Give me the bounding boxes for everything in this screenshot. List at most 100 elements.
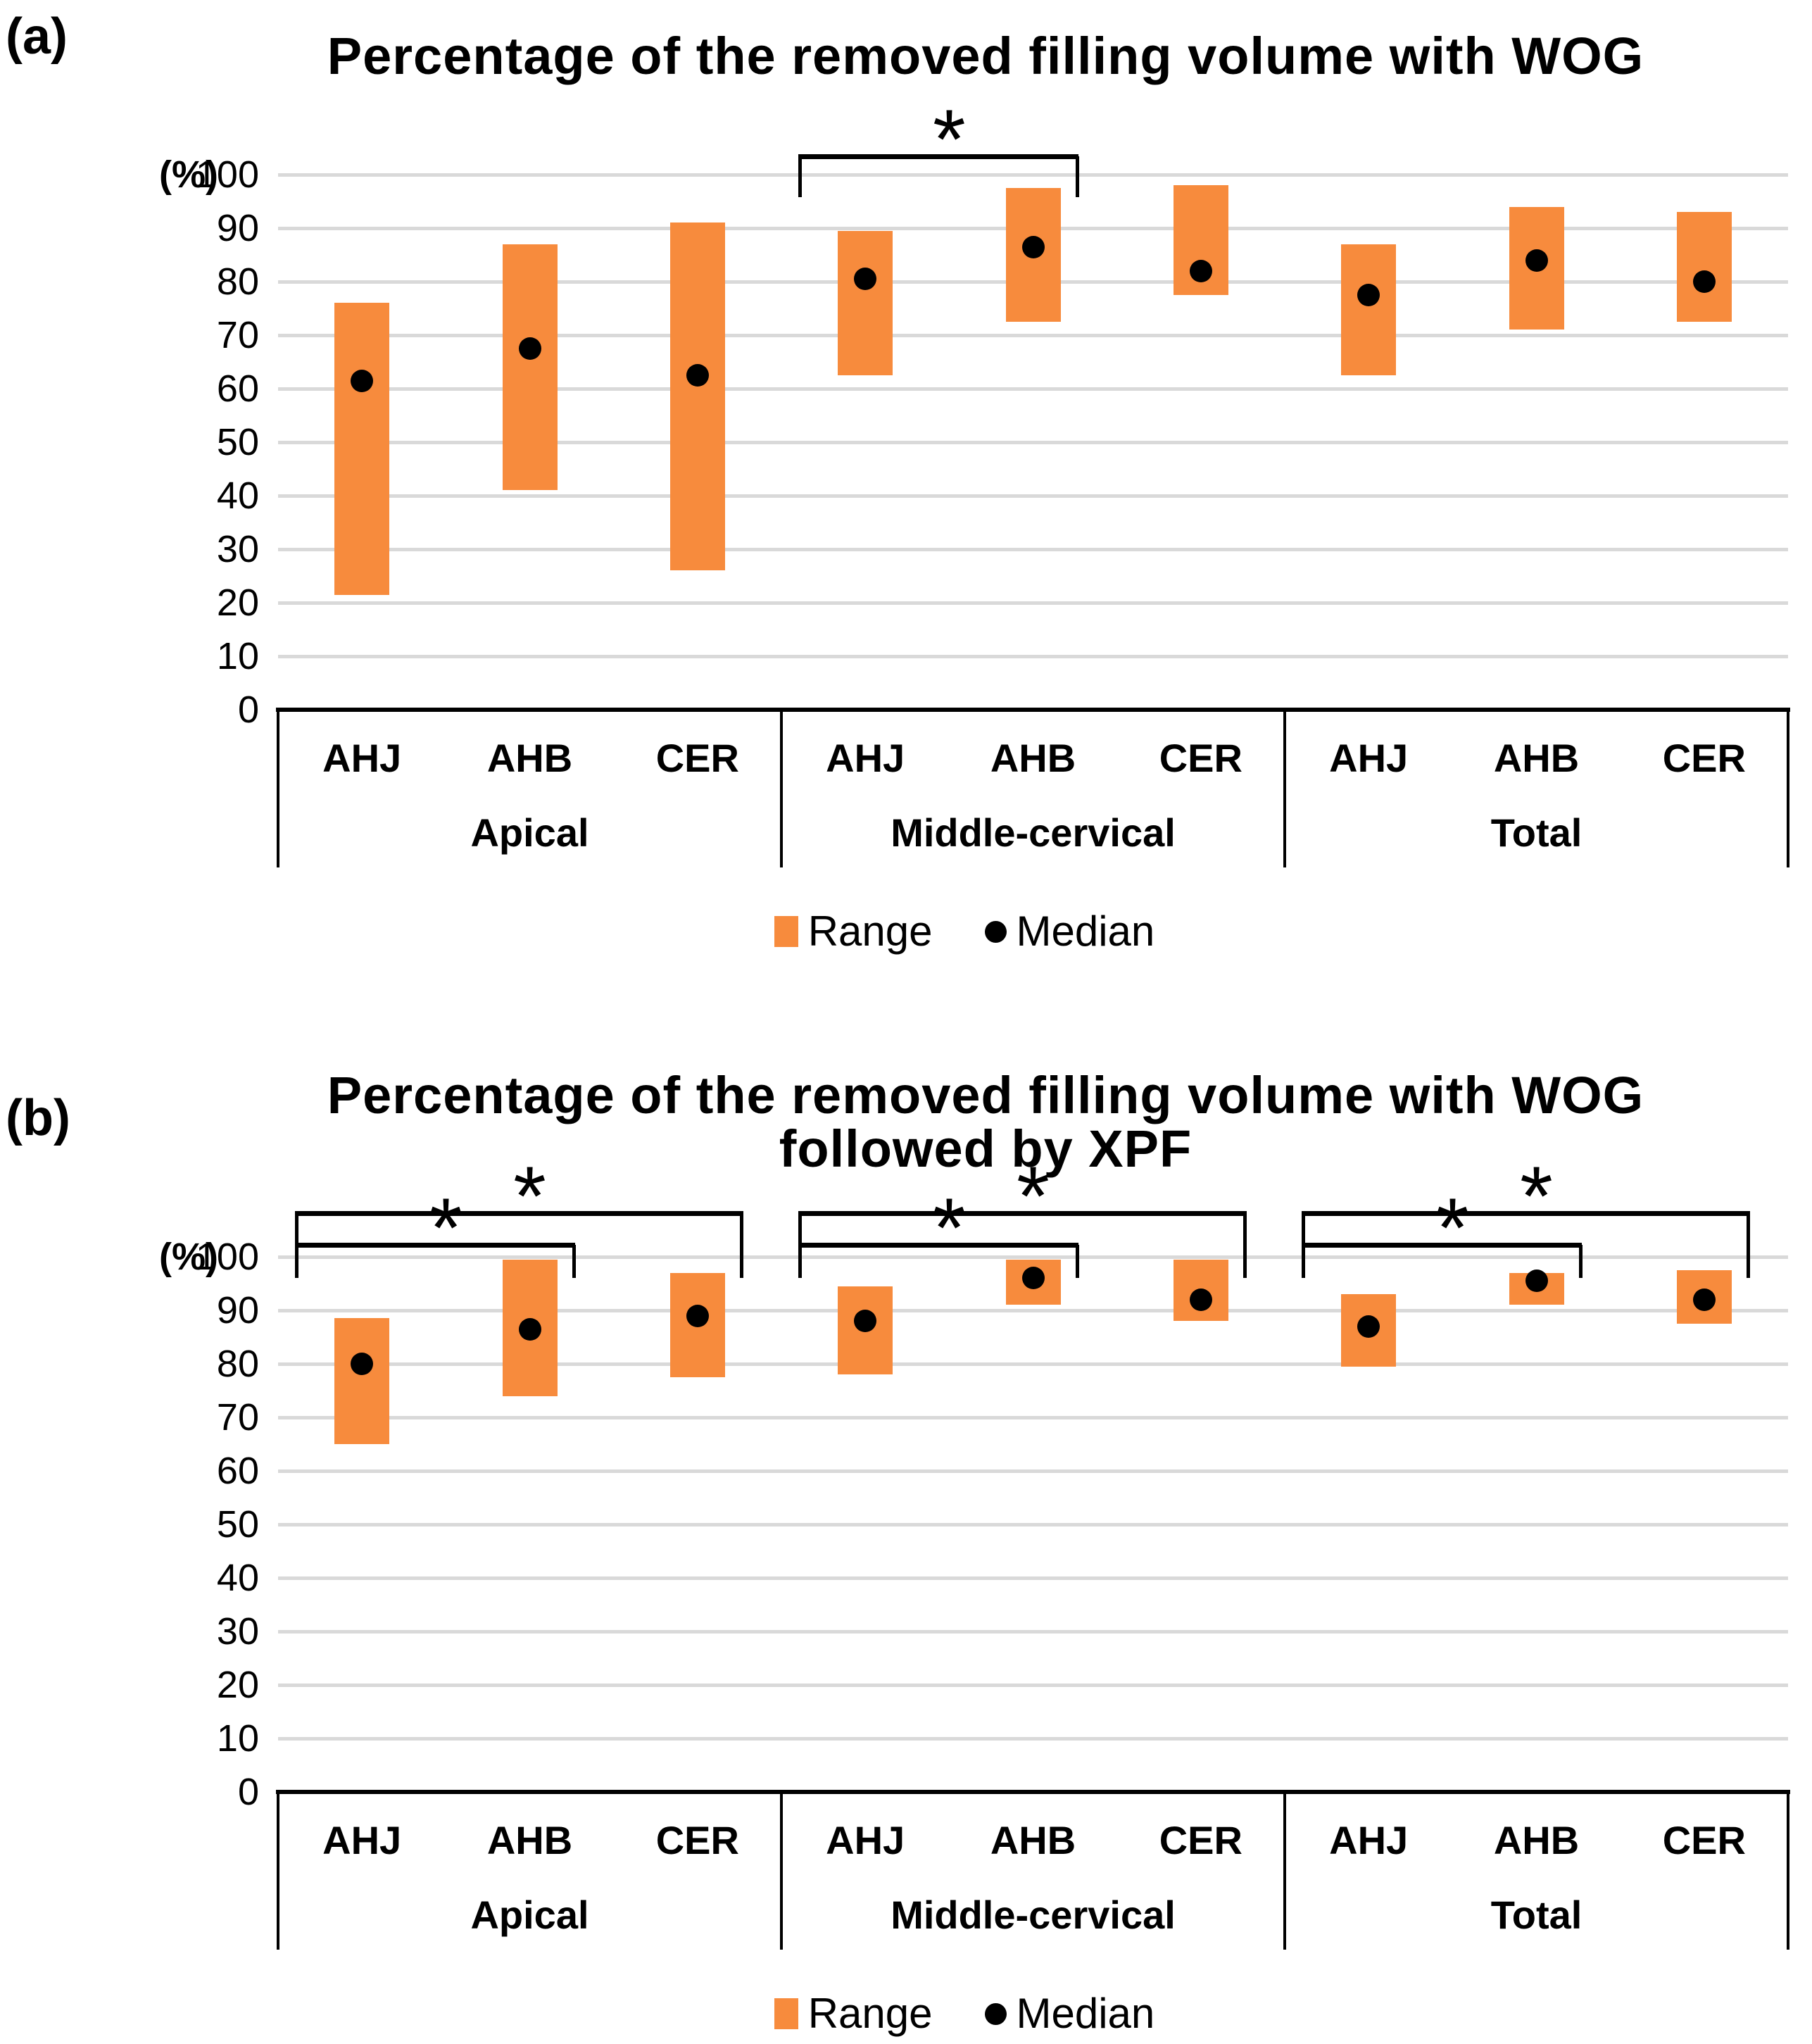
category-label-AHJ: AHJ	[1329, 736, 1409, 780]
y-tick-label: 20	[216, 1664, 259, 1706]
median-dot-icon	[984, 920, 1007, 943]
y-tick-label: 30	[216, 1610, 259, 1653]
y-tick-label: 10	[216, 635, 259, 677]
chart-a-title-line1: Percentage of the removed filling volume…	[327, 27, 1644, 85]
y-tick-label: 20	[216, 582, 259, 624]
x-axis-line	[276, 708, 1790, 712]
significance-bracket-line	[1302, 1211, 1750, 1216]
median-dot-Apical-AHJ	[351, 369, 374, 392]
significance-bracket-line	[798, 154, 1079, 159]
y-tick-label: 60	[216, 1450, 259, 1492]
group-label-Apical: Apical	[470, 1893, 589, 1937]
legend-median-label: Median	[1016, 1990, 1155, 2037]
median-dot-Total-AHJ	[1357, 284, 1380, 306]
significance-bracket-line	[295, 1211, 743, 1216]
significance-bracket-tick	[295, 1213, 299, 1278]
gridline-100	[278, 173, 1788, 177]
category-label-AHB: AHB	[486, 1818, 573, 1862]
gridline-40	[278, 494, 1788, 498]
axis-band-border	[1283, 710, 1286, 867]
category-label-CER: CER	[655, 736, 739, 780]
significance-bracket-tick	[572, 1245, 576, 1278]
significance-bracket-tick	[1075, 156, 1079, 197]
legend-item-range: Range	[774, 1990, 933, 2037]
gridline-60	[278, 1469, 1788, 1473]
y-tick-label: 60	[216, 368, 259, 410]
significance-asterisk: *	[932, 92, 966, 187]
range-swatch-icon	[774, 916, 798, 947]
significance-bracket-line	[1302, 1243, 1583, 1248]
significance-bracket-tick	[1302, 1213, 1306, 1278]
range-swatch-icon	[774, 1998, 798, 2029]
group-label-Middle-cervical: Middle-cervical	[891, 1893, 1176, 1937]
category-label-AHJ: AHJ	[1329, 1818, 1409, 1862]
legend-item-range: Range	[774, 908, 933, 955]
category-label-CER: CER	[1662, 1818, 1746, 1862]
panel-label-a: (a)	[6, 8, 68, 65]
legend-range-label: Range	[807, 1990, 933, 2037]
gridline-70	[278, 334, 1788, 337]
range-bar-Apical-AHB	[502, 244, 558, 491]
significance-bracket-tick	[1075, 1245, 1079, 1278]
gridline-90	[278, 1309, 1788, 1312]
range-bar-Apical-AHJ	[334, 1318, 390, 1444]
y-tick-label: 30	[216, 528, 259, 570]
median-dot-Middle-cervical-AHJ	[854, 1310, 877, 1333]
median-dot-Middle-cervical-CER	[1189, 1288, 1212, 1311]
legend-item-median: Median	[984, 908, 1155, 955]
median-dot-Apical-CER	[686, 1304, 709, 1327]
axis-band-border	[780, 1792, 783, 1950]
gridline-30	[278, 1630, 1788, 1634]
chart-b-title-line2: followed by XPF	[779, 1120, 1193, 1178]
range-bar-Middle-cervical-AHJ	[838, 230, 893, 375]
significance-bracket-tick	[1578, 1245, 1583, 1278]
legend-median-label: Median	[1016, 908, 1155, 955]
y-tick-label: 40	[216, 475, 259, 517]
median-dot-Middle-cervical-AHJ	[854, 268, 877, 291]
axis-band-border	[1787, 1792, 1789, 1950]
gridline-40	[278, 1576, 1788, 1580]
y-tick-label: 40	[216, 1557, 259, 1599]
y-tick-label: 50	[216, 1503, 259, 1545]
y-tick-label: 80	[216, 1343, 259, 1385]
y-tick-label: 50	[216, 421, 259, 463]
significance-asterisk: *	[932, 1181, 966, 1275]
axis-band-border	[1787, 710, 1789, 867]
gridline-100	[278, 1255, 1788, 1259]
median-dot-Total-AHB	[1525, 249, 1548, 272]
category-label-CER: CER	[1662, 736, 1746, 780]
category-label-AHJ: AHJ	[322, 1818, 402, 1862]
gridline-30	[278, 548, 1788, 551]
y-tick-label: 70	[216, 314, 259, 356]
range-bar-Total-AHJ	[1341, 244, 1397, 375]
group-label-Middle-cervical: Middle-cervical	[891, 810, 1176, 855]
significance-asterisk: *	[429, 1181, 463, 1275]
range-bar-Apical-AHJ	[334, 303, 390, 595]
axis-band-border	[1283, 1792, 1286, 1950]
median-dot-icon	[984, 2002, 1007, 2025]
category-label-AHJ: AHJ	[826, 736, 905, 780]
y-axis-unit-label-a: (%)	[159, 153, 218, 196]
significance-bracket-tick	[798, 1213, 803, 1278]
y-tick-label: 90	[216, 1289, 259, 1331]
category-label-AHB: AHB	[990, 1818, 1076, 1862]
y-axis-unit-label-b: (%)	[159, 1236, 218, 1278]
significance-asterisk: *	[1017, 1149, 1050, 1243]
median-dot-Total-AHJ	[1357, 1315, 1380, 1338]
category-label-CER: CER	[655, 1818, 739, 1862]
y-tick-label: 80	[216, 261, 259, 303]
median-dot-Apical-AHB	[518, 1317, 541, 1341]
significance-bracket-line	[798, 1211, 1247, 1216]
median-dot-Total-CER	[1692, 270, 1716, 293]
axis-band-border	[277, 710, 279, 867]
significance-bracket-tick	[739, 1213, 743, 1278]
category-label-AHB: AHB	[990, 736, 1076, 780]
median-dot-Total-CER	[1692, 1288, 1716, 1311]
category-label-AHB: AHB	[1493, 1818, 1580, 1862]
y-tick-label: 0	[237, 1771, 259, 1813]
significance-bracket-line	[798, 1243, 1079, 1248]
gridline-70	[278, 1416, 1788, 1419]
x-axis-line	[276, 1790, 1790, 1794]
axis-band-border	[277, 1792, 279, 1950]
